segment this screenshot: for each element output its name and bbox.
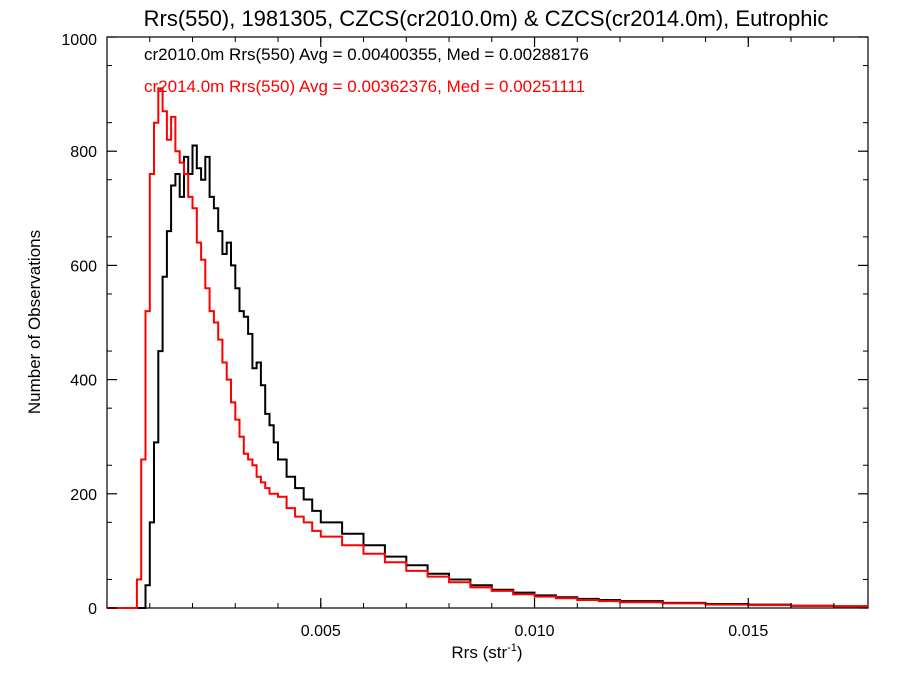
y-axis-label: Number of Observations xyxy=(25,230,44,414)
x-tick-label-2: 0.015 xyxy=(728,623,768,640)
x-axis-label-superscript: -1 xyxy=(507,642,517,654)
x-axis-label-suffix: ) xyxy=(517,643,523,662)
y-tick-label-2: 400 xyxy=(70,373,97,390)
y-tick-label-0: 0 xyxy=(88,601,97,618)
plot-frame xyxy=(106,36,869,609)
x-axis-ticks: 0.005 0.010 0.015 xyxy=(149,37,835,640)
chart-title: Rrs(550), 1981305, CZCS(cr2010.0m) & CZC… xyxy=(144,6,829,31)
x-tick-label-0: 0.005 xyxy=(301,623,341,640)
y-axis-ticks: 0 200 400 600 800 1000 xyxy=(61,32,868,618)
histogram-series-1 xyxy=(107,87,868,609)
y-tick-label-4: 800 xyxy=(70,144,97,161)
x-axis-label: Rrs (str-1) xyxy=(451,642,522,662)
x-tick-label-1: 0.010 xyxy=(515,623,555,640)
plot-area: 0.005 0.010 0.015 0 200 400 600 800 1000 xyxy=(61,32,869,640)
x-axis-label-main: Rrs (str xyxy=(451,643,507,662)
y-tick-label-1: 200 xyxy=(70,487,97,504)
legend-entry-black: cr2010.0m Rrs(550) Avg = 0.00400355, Med… xyxy=(144,45,589,64)
y-tick-label-3: 600 xyxy=(70,258,97,275)
legend-entry-red: cr2014.0m Rrs(550) Avg = 0.00362376, Med… xyxy=(144,77,585,96)
series-layer xyxy=(107,87,868,609)
histogram-series-0 xyxy=(107,144,868,609)
y-tick-label-5: 1000 xyxy=(61,32,97,49)
